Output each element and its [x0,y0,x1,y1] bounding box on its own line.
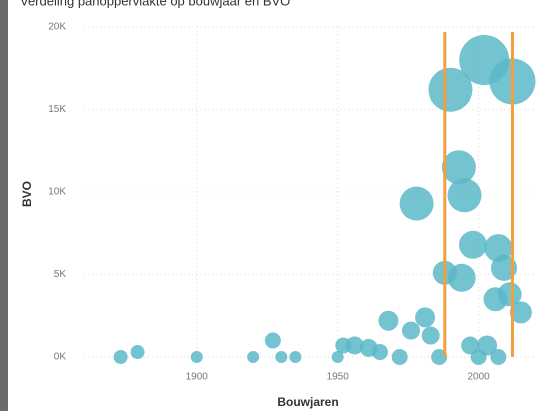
bubble [399,186,434,221]
bubble [378,310,399,331]
x-axis-label: Bouwjaren [277,395,338,409]
bubble [264,332,281,349]
bubble [431,349,448,365]
bubble [275,351,288,363]
x-tick-label: 1950 [327,372,350,383]
x-tick-label: 1900 [186,372,209,383]
bubble [447,178,482,213]
bubble [190,351,203,363]
side-bar [0,0,8,411]
bubble [247,351,260,363]
y-tick-label: 20K [48,22,66,33]
chart-title: Verdeling panoppervlakte op bouwjaar en … [20,0,290,8]
bubble [470,349,487,365]
bubble [509,301,532,324]
bubble [490,349,507,365]
x-tick-label: 2000 [468,372,491,383]
y-axis-label: BVO [20,181,34,207]
bubble [371,344,388,361]
bubble [421,326,440,345]
bubble [447,263,476,292]
y-tick-label: 5K [54,269,67,280]
bubble [461,336,480,355]
bubble [428,67,473,112]
bubble [331,351,344,363]
bubble [458,230,487,259]
bubble [490,254,517,281]
bubble [113,350,128,364]
bubble [441,150,476,185]
bubble [289,351,302,363]
y-tick-label: 15K [48,104,66,115]
y-tick-label: 0K [54,352,67,363]
bubble [415,307,436,328]
bubble [497,282,522,307]
bubble [130,345,145,360]
bubble [401,321,420,340]
bubble [345,336,364,355]
bubble [391,349,408,365]
y-tick-label: 10K [48,187,66,198]
